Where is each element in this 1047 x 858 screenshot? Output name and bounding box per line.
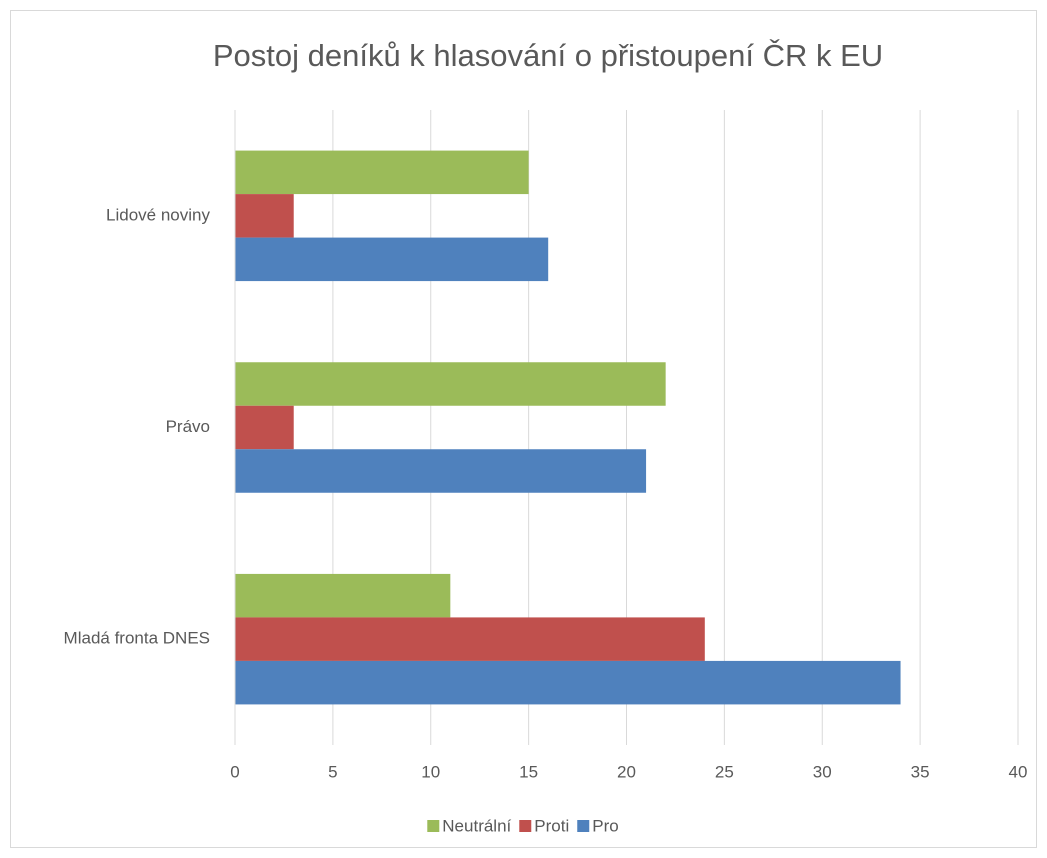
x-tick-label: 0 (230, 762, 239, 781)
bar (235, 237, 549, 282)
x-tick-label: 5 (328, 762, 337, 781)
chart-border (10, 10, 1037, 848)
x-tick-label: 35 (911, 762, 930, 781)
x-tick-label: 40 (1009, 762, 1028, 781)
x-tick-label: 20 (617, 762, 636, 781)
legend-label: Neutrální (442, 816, 511, 835)
x-tick-label: 25 (715, 762, 734, 781)
bar (235, 449, 647, 493)
bar (235, 362, 666, 406)
legend-swatch (427, 820, 440, 832)
bar (235, 617, 705, 661)
legend-label: Proti (534, 816, 569, 835)
bar (235, 660, 901, 705)
y-tick-label: Mladá fronta DNES (64, 629, 210, 648)
legend-swatch (577, 820, 590, 832)
chart-title: Postoj deníků k hlasování o přistoupení … (213, 38, 883, 73)
bar (235, 573, 451, 618)
x-tick-label: 10 (421, 762, 440, 781)
bar (235, 150, 529, 195)
bar (235, 194, 294, 238)
y-tick-label: Právo (166, 417, 210, 436)
legend-label: Pro (592, 816, 618, 835)
bar (235, 405, 294, 450)
y-tick-label: Lidové noviny (106, 205, 210, 224)
x-tick-label: 15 (519, 762, 538, 781)
x-tick-label: 30 (813, 762, 832, 781)
legend-swatch (519, 820, 532, 832)
